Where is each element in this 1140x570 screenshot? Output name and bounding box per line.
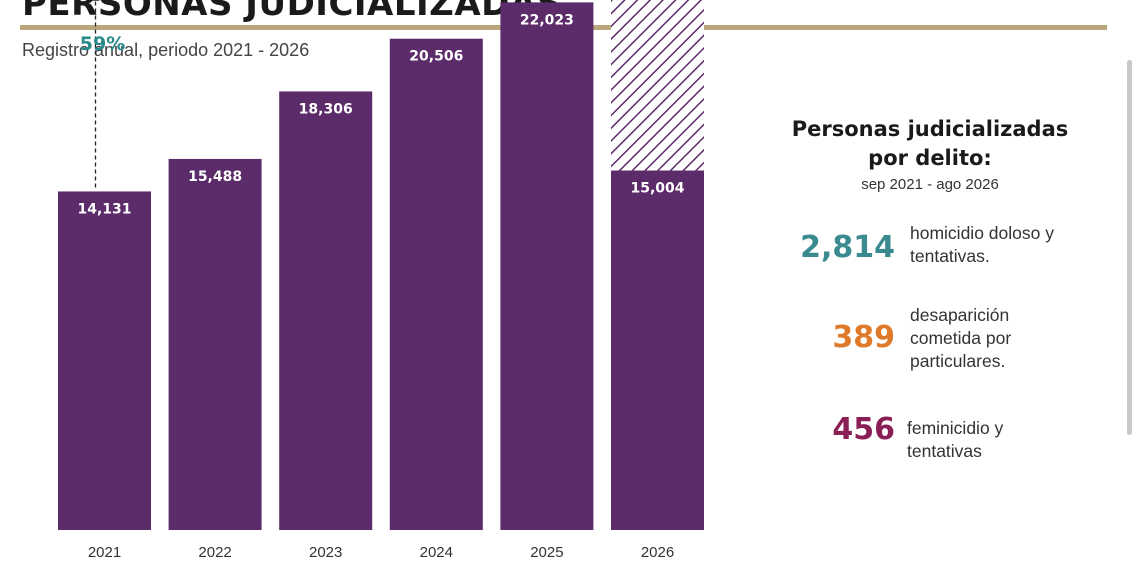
stat-desaparicion-label-line: desaparición xyxy=(910,305,1010,325)
scrollbar[interactable] xyxy=(1127,60,1132,435)
stat-homicidio-label: homicidio doloso y tentativas. xyxy=(910,222,1110,268)
stat-homicidio-label-line: tentativas. xyxy=(910,246,990,266)
growth-percentage-label: 59% xyxy=(80,33,125,55)
bar-value-label-2021: 14,131 xyxy=(77,201,131,217)
x-tick-label-2023: 2023 xyxy=(309,544,342,561)
page-title: PERSONAS JUDICIALIZADAS xyxy=(22,0,562,24)
x-tick-label-2021: 2021 xyxy=(88,544,121,561)
page-subtitle: Registro anual, periodo 2021 - 2026 xyxy=(22,40,310,60)
breakdown-period: sep 2021 - ago 2026 xyxy=(861,176,999,193)
stat-desaparicion-label-line: particulares. xyxy=(910,351,1006,371)
bar-value-label-2022: 15,488 xyxy=(188,169,242,185)
bar-projection-2026 xyxy=(611,0,704,171)
bar-2023 xyxy=(279,91,373,530)
x-tick-label-2024: 2024 xyxy=(420,544,453,561)
bar-2022 xyxy=(168,158,262,530)
stat-desaparicion-label-line: cometida por xyxy=(910,328,1012,348)
bar-2024 xyxy=(389,38,483,530)
breakdown-title-line-1: Personas judicializadas xyxy=(791,117,1069,141)
x-tick-label-2025: 2025 xyxy=(530,544,563,561)
crime-breakdown-panel: Personas judicializadas por delito: sep … xyxy=(740,0,1120,570)
bar-2025 xyxy=(500,2,594,531)
stat-feminicidio-value: 456 xyxy=(832,412,895,447)
bar-2021 xyxy=(58,191,151,530)
stat-homicidio-label-line: homicidio doloso y xyxy=(910,223,1054,243)
breakdown-title-line-2: por delito: xyxy=(868,146,992,170)
breakdown-title: Personas judicializadas por delito: xyxy=(740,115,1120,173)
stat-desaparicion-value: 389 xyxy=(832,320,895,355)
stat-homicidio-value: 2,814 xyxy=(800,230,895,265)
bar-value-label-2026: 15,004 xyxy=(630,181,684,197)
stat-feminicidio-label: feminicidio y tentativas xyxy=(907,417,1107,463)
stat-feminicidio-label-line: feminicidio y xyxy=(907,418,1004,438)
x-tick-label-2022: 2022 xyxy=(198,544,231,561)
bar-2026 xyxy=(611,170,704,530)
stat-desaparicion-label: desaparición cometida por particulares. xyxy=(910,304,1110,373)
stat-feminicidio-label-line: tentativas xyxy=(907,441,982,461)
x-tick-label-2026: 2026 xyxy=(641,544,674,561)
growth-arrow-head xyxy=(91,0,100,1)
bar-value-label-2025: 22,023 xyxy=(520,12,574,28)
bar-chart: 14,131 2021 15,488 2022 18,306 2023 20,506 2024… xyxy=(58,0,704,561)
bar-value-label-2023: 18,306 xyxy=(299,101,353,117)
bar-value-label-2024: 20,506 xyxy=(409,49,463,65)
